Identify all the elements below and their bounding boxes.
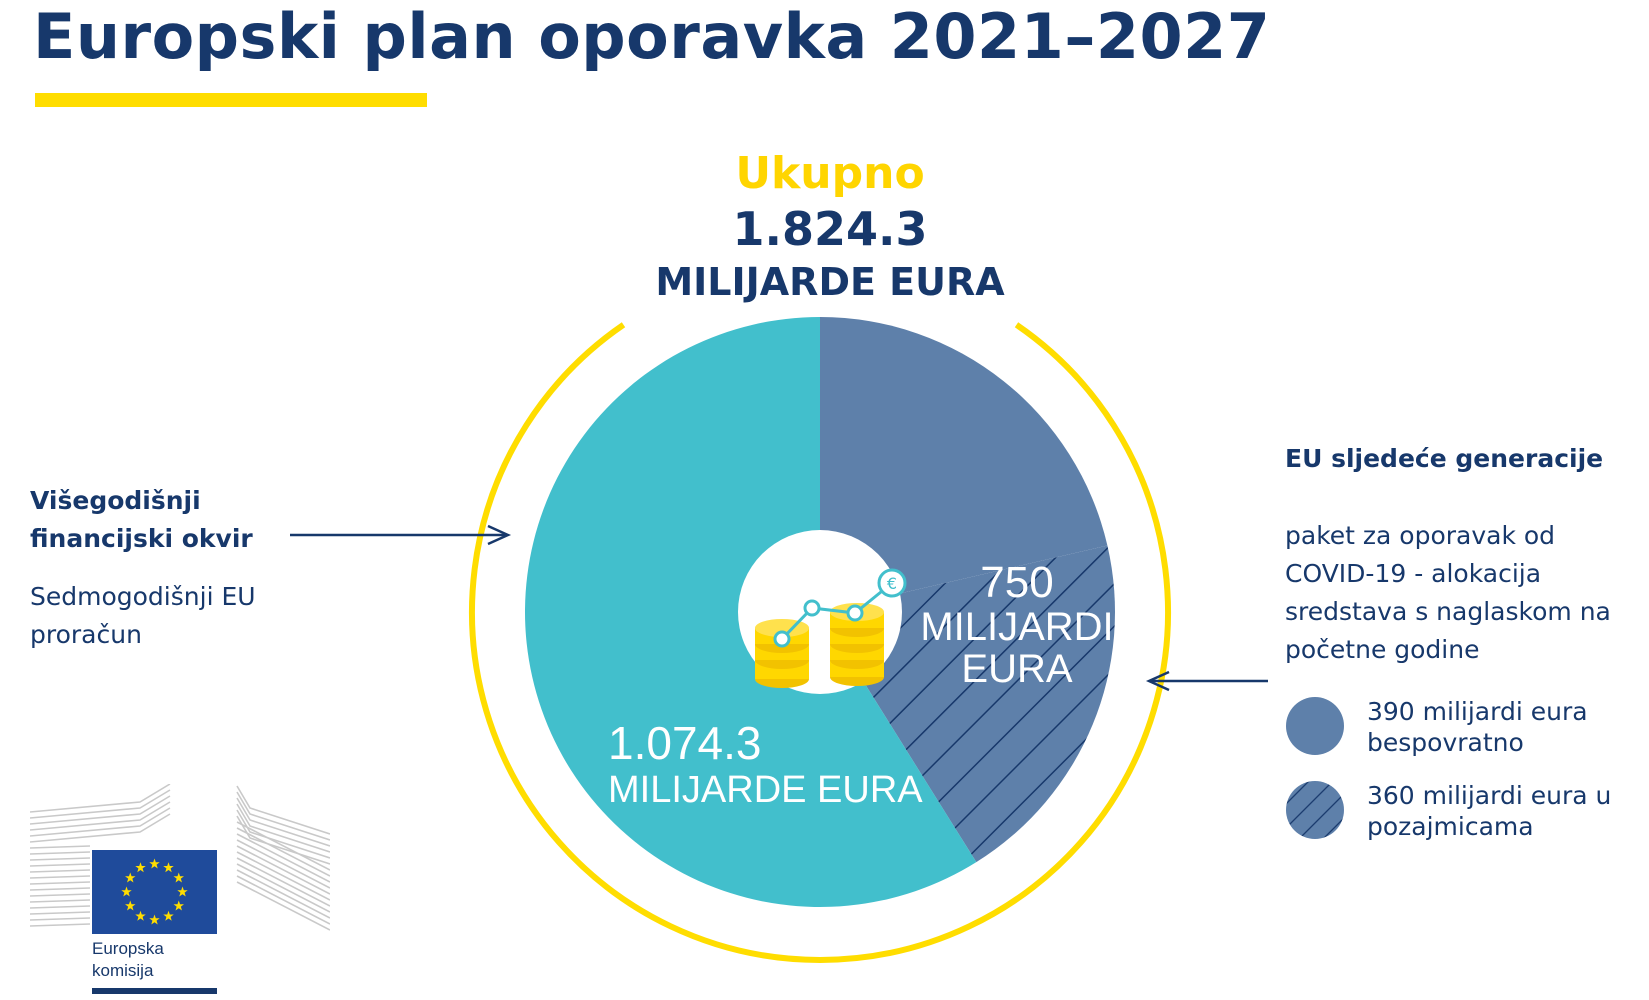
ngeu-description: paket za oporavak od COVID-19 - alokacij… bbox=[1285, 521, 1611, 664]
legend-swatch-hatched bbox=[1286, 781, 1344, 839]
ngeu-unit-line2: EURA bbox=[961, 647, 1073, 691]
legend-item-grants: 390 milijardi eura bespovratno bbox=[1285, 696, 1635, 760]
title-underline bbox=[35, 93, 427, 107]
eu-star-icon bbox=[149, 858, 160, 869]
mff-slice-label: 1.074.3 MILIJARDE EURA bbox=[608, 718, 923, 812]
mff-description: Sedmogodišnji EU proračun bbox=[30, 582, 256, 649]
eu-star-icon bbox=[173, 872, 184, 883]
logo-underline bbox=[92, 988, 217, 994]
legend-item-loans: 360 milijardi eura u pozajmicama bbox=[1285, 780, 1635, 844]
ngeu-slice-label: 750 MILIJARDI EURA bbox=[912, 558, 1122, 691]
european-commission-logo bbox=[30, 784, 330, 934]
coins-growth-euro-icon: € bbox=[755, 568, 907, 688]
eu-star-icon bbox=[135, 910, 146, 921]
total-unit: MILIJARDE EURA bbox=[655, 260, 1005, 304]
svg-text:€: € bbox=[887, 574, 897, 593]
eu-stars-icon bbox=[121, 858, 188, 925]
total-ring bbox=[469, 322, 1171, 963]
total-label: Ukupno bbox=[735, 148, 925, 199]
ngeu-title: EU sljedeće generacije bbox=[1285, 444, 1604, 473]
mff-value: 1.074.3 bbox=[608, 717, 762, 769]
ngeu-unit-line1: MILIJARDI bbox=[920, 605, 1114, 649]
mff-unit: MILIJARDE EURA bbox=[608, 769, 923, 811]
eu-star-icon bbox=[121, 886, 132, 897]
eu-star-icon bbox=[163, 910, 174, 921]
left-arrow bbox=[290, 524, 512, 546]
logo-line2: komisija bbox=[92, 961, 154, 980]
total-value: 1.824.3 bbox=[732, 202, 928, 256]
eu-star-icon bbox=[125, 872, 136, 883]
eu-star-icon bbox=[125, 900, 136, 911]
logo-line1: Europska bbox=[92, 939, 164, 958]
total-ring-arc bbox=[469, 322, 1171, 963]
building-lines-icon bbox=[30, 784, 330, 931]
ngeu-value: 750 bbox=[980, 558, 1054, 607]
right-arrow bbox=[1145, 670, 1268, 692]
logo-text: Europska komisija bbox=[92, 938, 164, 982]
legend-text-loans: 360 milijardi eura u pozajmicama bbox=[1367, 781, 1612, 841]
page-title: Europski plan oporavka 2021–2027 bbox=[33, 0, 1271, 73]
eu-star-icon bbox=[149, 914, 160, 925]
legend-text-grants: 390 milijardi eura bespovratno bbox=[1367, 697, 1588, 757]
eu-star-icon bbox=[177, 886, 188, 897]
ngeu-grants-slice bbox=[820, 317, 1108, 612]
eu-star-icon bbox=[135, 862, 146, 873]
eu-star-icon bbox=[163, 862, 174, 873]
mff-title: Višegodišnji financijski okvir bbox=[30, 486, 253, 553]
legend-swatch-solid bbox=[1286, 697, 1344, 755]
eu-star-icon bbox=[173, 900, 184, 911]
